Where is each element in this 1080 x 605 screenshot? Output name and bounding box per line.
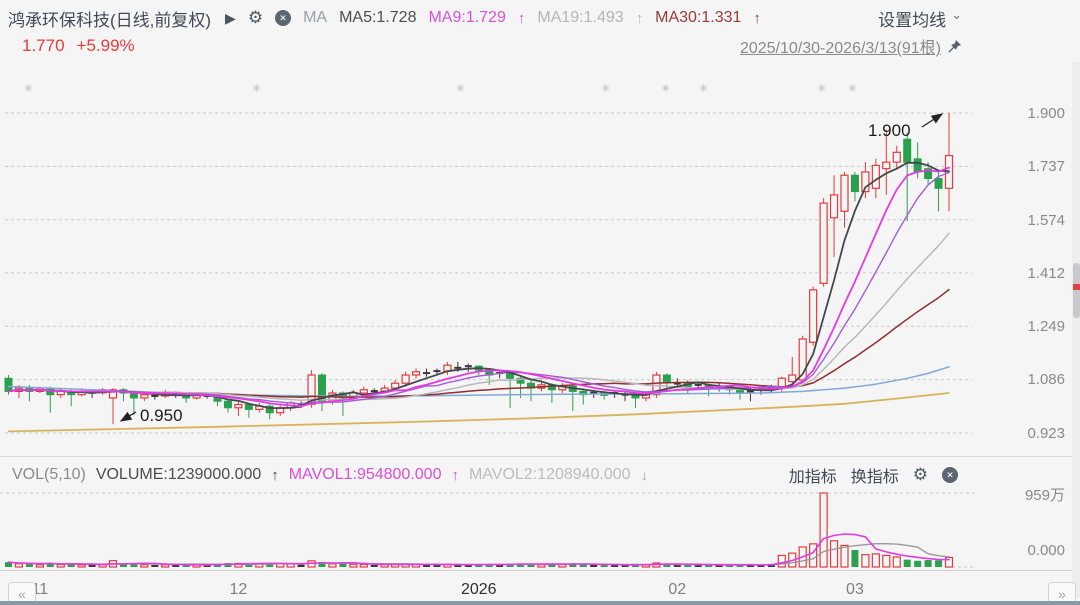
- svg-text:✳: ✳: [817, 82, 826, 95]
- svg-text:✳: ✳: [601, 82, 610, 95]
- close-icon[interactable]: ✕: [275, 10, 292, 26]
- ma9-up-arrow-icon: ↑: [517, 9, 526, 27]
- price-axis-label: 1.900: [1027, 105, 1065, 122]
- svg-text:✳: ✳: [699, 82, 708, 95]
- svg-text:✳: ✳: [24, 82, 33, 95]
- scrollbar-price-marker: [1073, 284, 1080, 290]
- svg-text:✳: ✳: [661, 82, 670, 95]
- svg-text:✳: ✳: [848, 82, 857, 95]
- ma19-up-arrow-icon: ↑: [635, 9, 644, 27]
- price-axis-label: 0.923: [1027, 425, 1065, 442]
- volume-gear-icon[interactable]: ⚙: [912, 465, 928, 484]
- mavol2-down-arrow-icon: ↓: [640, 466, 649, 484]
- mavol1-up-arrow-icon: ↑: [451, 466, 459, 484]
- ma30-up-arrow-icon: ↑: [753, 9, 761, 27]
- ma30-legend: MA30:1.331: [655, 9, 742, 26]
- window-bottom-edge: [0, 601, 1080, 605]
- last-price: 1.770: [22, 36, 65, 55]
- time-axis-label-feb: 02: [668, 581, 687, 598]
- add-indicator-button[interactable]: 加指标: [788, 469, 837, 486]
- mavol1-value: MAVOL1:954800.000: [288, 466, 442, 483]
- svg-text:0.950: 0.950: [140, 406, 183, 425]
- ma5-legend: MA5:1.728: [339, 9, 417, 26]
- ma-settings-button[interactable]: 设置均线 ⌄: [878, 7, 962, 30]
- chart-title: 鸿承环保科技(日线,前复权): [8, 10, 212, 30]
- price-axis-label: 1.737: [1027, 158, 1065, 175]
- volume-header: VOL(5,10) VOLUME:1239000.000 ↑ MAVOL1:95…: [0, 461, 1080, 489]
- quote-row: 1.770 +5.99% 2025/10/30-2026/3/13(91根): [0, 34, 1080, 58]
- svg-text:✳: ✳: [456, 82, 465, 95]
- scrollbar-track[interactable]: [1072, 62, 1080, 598]
- play-icon[interactable]: ▶: [225, 9, 236, 26]
- change-percent: +5.99%: [76, 36, 135, 55]
- volume-value: VOLUME:1239000.000: [95, 466, 262, 483]
- svg-text:1.900: 1.900: [868, 121, 911, 140]
- chevron-down-icon: ⌄: [951, 7, 962, 22]
- mavol2-value: MAVOL2:1208940.000: [468, 466, 631, 483]
- pane-separator: [0, 456, 1080, 457]
- volume-close-icon[interactable]: ✕: [942, 467, 958, 483]
- time-axis-label-dec: 12: [229, 581, 248, 598]
- pin-icon: [948, 39, 962, 53]
- time-axis-label-mar: 03: [846, 581, 864, 598]
- price-axis-label: 1.574: [1027, 212, 1065, 229]
- price-axis-label: 1.086: [1027, 371, 1065, 388]
- price-axis-label: 1.249: [1027, 318, 1065, 335]
- volume-axis-zero-label: 0.000: [1027, 542, 1065, 559]
- ma19-legend: MA19:1.493: [537, 9, 624, 26]
- price-axis-label: 1.412: [1027, 265, 1065, 282]
- scrollbar-thumb[interactable]: [1073, 263, 1080, 318]
- switch-indicator-button[interactable]: 换指标: [850, 469, 899, 486]
- gear-icon[interactable]: ⚙: [247, 8, 264, 27]
- vol-params-label: VOL(5,10): [12, 466, 86, 483]
- time-axis-separator: [0, 570, 1080, 571]
- ma-group-label: MA: [303, 9, 328, 26]
- chart-header: 鸿承环保科技(日线,前复权) ▶ ⚙ ✕ MA MA5:1.728 MA9:1.…: [0, 4, 1080, 32]
- time-axis-label-2026: 2026: [460, 581, 497, 598]
- date-range[interactable]: 2025/10/30-2026/3/13(91根): [740, 34, 962, 58]
- svg-text:✳: ✳: [252, 82, 261, 95]
- volume-axis-max-label: 959万: [1024, 487, 1065, 504]
- volume-up-arrow-icon: ↑: [271, 466, 279, 484]
- ma9-legend: MA9:1.729: [428, 9, 506, 26]
